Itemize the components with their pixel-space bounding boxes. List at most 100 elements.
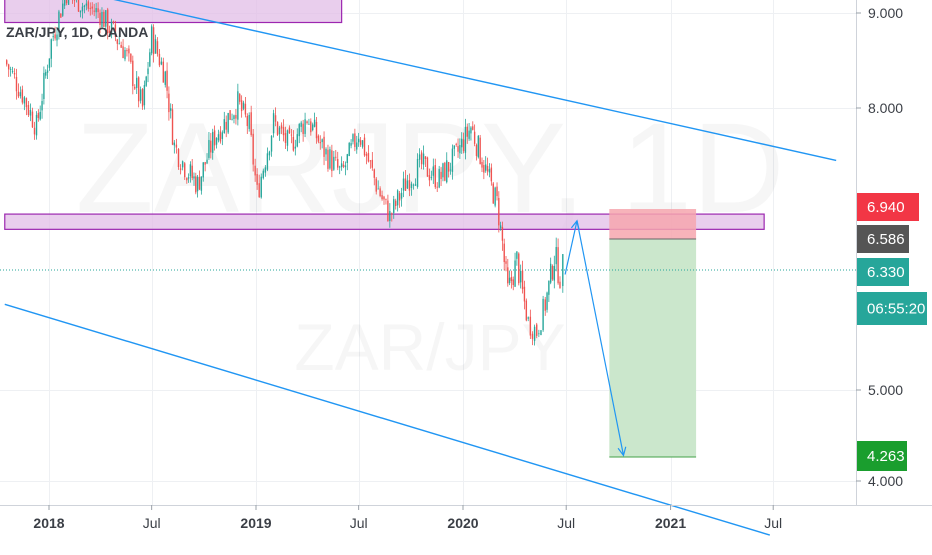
candle-up <box>329 146 331 170</box>
candle-down <box>128 45 130 62</box>
candle-body <box>141 89 144 107</box>
time-axis[interactable]: 2018 Jul 2019 Jul 2020 Jul 2021 Jul <box>33 505 782 531</box>
stop-loss-zone[interactable] <box>609 209 697 239</box>
resistance-zone-2[interactable] <box>4 213 765 230</box>
candle-body <box>505 261 507 264</box>
candle-down <box>290 128 293 144</box>
candle-down <box>122 39 124 59</box>
candle-body <box>248 115 250 129</box>
candle-body <box>523 286 526 302</box>
candle-body <box>25 98 28 108</box>
candle-down <box>331 144 333 178</box>
candle-up <box>516 251 518 266</box>
candle-down <box>424 156 427 168</box>
candle-up <box>338 165 341 175</box>
candle-body <box>529 316 532 336</box>
candle-body <box>258 183 260 198</box>
candle-body <box>453 145 456 149</box>
candle-body <box>298 124 300 137</box>
take-profit-zone[interactable] <box>609 239 697 457</box>
projection-arrow[interactable] <box>564 219 627 457</box>
candle-down <box>428 168 431 187</box>
candle-down <box>258 174 260 198</box>
candle-body <box>83 5 86 7</box>
channel-line-2[interactable] <box>4 303 771 536</box>
candle-up <box>562 254 564 293</box>
candle-body <box>54 34 56 39</box>
candle-body <box>373 169 375 178</box>
candle-body <box>31 111 34 128</box>
candle-body <box>462 139 465 152</box>
grid-layer <box>0 0 856 505</box>
candle-down <box>114 20 117 42</box>
candle-up <box>278 125 281 141</box>
candle-up <box>160 57 163 66</box>
candle-body <box>50 39 52 59</box>
candle-body <box>359 140 362 145</box>
candle-body <box>143 85 146 106</box>
candle-down <box>89 2 91 16</box>
candle-body <box>105 10 107 27</box>
candle-up <box>396 189 399 212</box>
candle-body <box>120 44 122 48</box>
channel-line-1[interactable] <box>72 0 837 162</box>
candle-body <box>531 333 534 339</box>
candle-body <box>79 10 82 13</box>
price-label-last <box>857 258 909 286</box>
candle-body <box>367 153 370 162</box>
candle-body <box>447 162 450 172</box>
candle-up <box>217 129 220 143</box>
candle-body <box>333 156 335 170</box>
candle-up <box>19 86 22 99</box>
candle-body <box>134 86 136 89</box>
candle-up <box>350 139 352 149</box>
candle-down <box>152 24 155 63</box>
candle-down <box>544 296 546 316</box>
candle-up <box>357 132 360 147</box>
candle-body <box>432 166 435 176</box>
candle-up <box>83 4 86 14</box>
candle-up <box>118 35 120 45</box>
candle-up <box>56 28 58 47</box>
candle-body <box>99 12 101 25</box>
candle-body <box>280 125 283 129</box>
candle-up <box>308 118 310 125</box>
candle-body <box>77 0 80 12</box>
price-axis[interactable]: 9.000 8.000 5.000 4.000 <box>856 5 903 489</box>
candle-up <box>304 112 306 137</box>
candle-down <box>444 161 446 182</box>
candle-body <box>404 178 407 191</box>
candle-up <box>377 180 379 190</box>
candle-down <box>25 97 28 116</box>
short-position[interactable] <box>0 209 856 458</box>
candle-down <box>156 37 159 57</box>
channel-lines[interactable] <box>4 0 837 536</box>
candle-down <box>166 62 168 99</box>
candle-body <box>361 140 364 147</box>
resistance-zone-1[interactable] <box>4 0 343 24</box>
candle-body <box>139 89 142 101</box>
candle-body <box>112 21 115 23</box>
candle-up <box>85 0 88 11</box>
candle-body <box>490 167 493 182</box>
candle-down <box>475 143 478 161</box>
candle-up <box>170 103 172 119</box>
candle-down <box>171 104 174 146</box>
candle-body <box>371 159 374 168</box>
candle-body <box>198 177 201 190</box>
candle-up <box>464 118 467 160</box>
candle-body <box>6 60 8 65</box>
candle-body <box>73 0 76 1</box>
candle-body <box>235 115 237 119</box>
candle-body <box>81 6 84 12</box>
candle-down <box>483 160 485 180</box>
candle-down <box>473 124 476 147</box>
candle-body <box>19 92 22 97</box>
candle-up <box>237 83 239 126</box>
candle-body <box>557 247 559 284</box>
candle-body <box>329 149 331 169</box>
candle-body <box>451 148 454 172</box>
candle-up <box>11 66 14 74</box>
candle-up <box>189 161 192 183</box>
